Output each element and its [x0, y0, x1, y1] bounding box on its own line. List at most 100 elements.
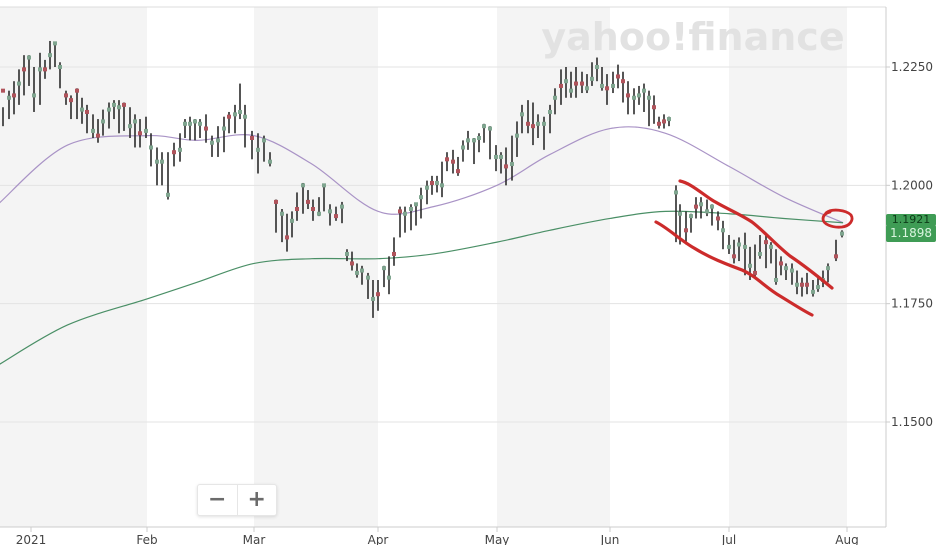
- candle: [243, 104, 247, 148]
- candle: [652, 95, 656, 124]
- candle: [274, 199, 278, 233]
- candle: [387, 256, 391, 295]
- candle: [526, 100, 530, 134]
- candle: [840, 230, 844, 238]
- candle: [811, 280, 815, 297]
- candle: [107, 102, 111, 129]
- candle: [477, 133, 481, 153]
- month-stripe: [254, 7, 378, 527]
- candle: [188, 116, 192, 141]
- candle: [621, 71, 625, 103]
- candle: [674, 185, 678, 243]
- candle: [494, 145, 498, 172]
- candle: [43, 59, 47, 79]
- ma-value-tag: 1.1921: [886, 214, 936, 226]
- candle: [301, 182, 305, 214]
- yahoo-finance-watermark: yahoo!finance: [541, 15, 844, 59]
- candle: [732, 239, 736, 264]
- candle: [466, 130, 470, 150]
- candle: [256, 133, 260, 174]
- candle: [22, 55, 26, 96]
- candle: [440, 161, 444, 198]
- candle: [371, 280, 375, 318]
- candle: [769, 242, 773, 264]
- candle: [32, 67, 36, 112]
- candle: [268, 152, 272, 167]
- zoom-controls: − +: [197, 484, 277, 516]
- candle: [488, 126, 492, 160]
- candle: [727, 235, 731, 254]
- candle: [345, 249, 349, 262]
- candles: [1, 40, 844, 318]
- candle: [758, 235, 762, 259]
- candle: [626, 81, 630, 115]
- candle: [155, 147, 159, 186]
- candle: [198, 119, 202, 138]
- candle: [144, 116, 148, 138]
- candle: [515, 121, 519, 157]
- candle: [38, 52, 42, 105]
- candle: [227, 111, 231, 134]
- month-stripe: [497, 7, 610, 527]
- candle: [414, 202, 418, 226]
- candle: [122, 102, 126, 131]
- candle: [834, 239, 838, 262]
- candle: [306, 190, 310, 209]
- candle: [75, 88, 79, 120]
- x-tick-label: Mar: [243, 533, 266, 545]
- candle: [710, 204, 714, 226]
- candle: [280, 209, 284, 243]
- grid-lines: [0, 6, 886, 423]
- candle: [178, 133, 182, 162]
- candle: [96, 119, 100, 143]
- x-tick-label: 2021: [16, 533, 47, 545]
- candle: [58, 62, 62, 89]
- candle: [322, 183, 326, 212]
- candle: [366, 272, 370, 299]
- candle: [419, 187, 423, 219]
- candle: [409, 204, 413, 231]
- candle: [445, 152, 449, 172]
- candle: [764, 235, 768, 269]
- candle: [531, 102, 535, 146]
- candle: [91, 114, 95, 138]
- candle: [398, 206, 402, 238]
- candle: [689, 213, 693, 233]
- candle: [510, 135, 514, 181]
- candle: [64, 90, 68, 105]
- candle: [250, 130, 254, 160]
- current-price-tag: 1.1898: [886, 225, 936, 242]
- candle: [482, 123, 486, 143]
- y-tick-label: 1.1500: [891, 415, 933, 429]
- candle: [262, 135, 266, 162]
- candle: [647, 90, 651, 127]
- lower-channel-line: [654, 220, 814, 317]
- zoom-in-button[interactable]: +: [236, 485, 277, 515]
- candle: [779, 256, 783, 276]
- y-tick-label: 1.1750: [891, 297, 933, 311]
- candle: [600, 67, 604, 91]
- y-tick-label: 1.2000: [891, 178, 933, 192]
- candle: [559, 69, 563, 105]
- candle: [753, 244, 757, 278]
- zoom-out-button[interactable]: −: [208, 487, 227, 512]
- candle: [737, 237, 741, 262]
- candle: [48, 40, 52, 70]
- crossover-circle: [821, 208, 854, 229]
- candle: [721, 220, 725, 250]
- x-tick-label: Jul: [721, 533, 736, 545]
- candle: [616, 64, 620, 89]
- candle: [183, 119, 187, 138]
- x-tick-label: Aug: [835, 533, 858, 545]
- candle: [160, 152, 164, 186]
- candle: [800, 277, 804, 297]
- candle: [340, 201, 344, 224]
- axes: 1.2250 1.2000 1.1750 1.1500 2021 Feb Mar Apr May…: [0, 7, 933, 547]
- candle: [166, 152, 170, 200]
- candle: [694, 197, 698, 219]
- candle: [716, 211, 720, 231]
- candle: [69, 95, 73, 120]
- candle: [684, 211, 688, 245]
